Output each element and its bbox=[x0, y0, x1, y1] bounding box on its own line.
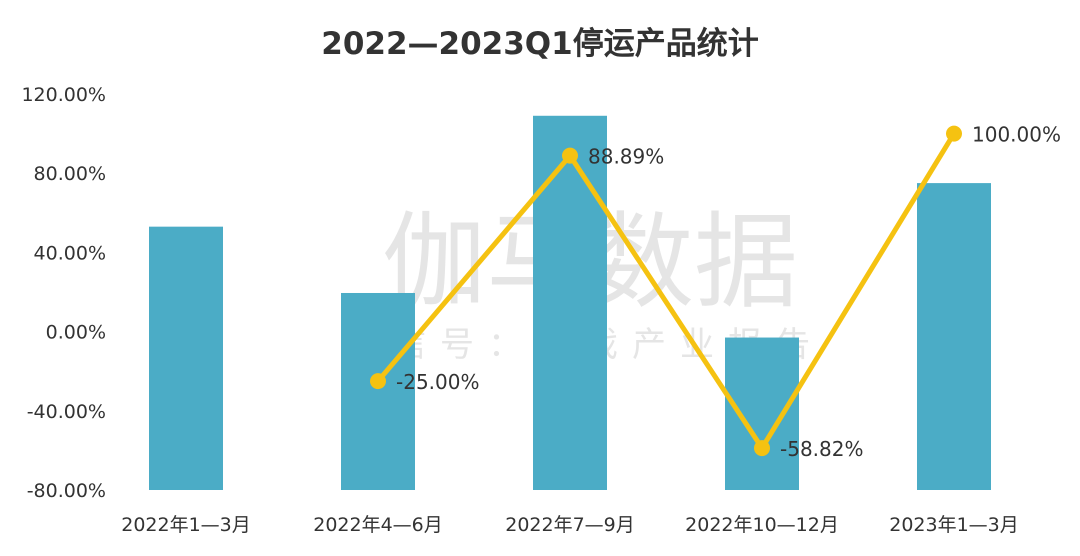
y-tick-label: 0.00% bbox=[46, 322, 106, 344]
data-label: 88.89% bbox=[588, 145, 664, 169]
bar bbox=[149, 226, 223, 490]
y-tick-label: 40.00% bbox=[34, 242, 106, 264]
y-tick-label: 80.00% bbox=[34, 163, 106, 185]
x-category-label: 2023年1—3月 bbox=[889, 514, 1019, 536]
series-line bbox=[376, 132, 957, 451]
y-axis: 120.00% 80.00% 40.00% 0.00% -40.00% -80.00% bbox=[21, 84, 106, 502]
x-category-label: 2022年7—9月 bbox=[505, 514, 635, 536]
x-category-label: 2022年4—6月 bbox=[313, 514, 443, 536]
x-category-label: 2022年10—12月 bbox=[685, 514, 839, 536]
y-tick-label: -40.00% bbox=[27, 401, 106, 423]
bar bbox=[725, 337, 799, 490]
bar bbox=[341, 292, 415, 490]
line-point bbox=[754, 440, 770, 457]
line-series: -25.00% 88.89% -58.82% 100.00% bbox=[370, 123, 1061, 461]
line-point bbox=[370, 373, 386, 390]
x-axis: 2022年1—3月 2022年4—6月 2022年7—9月 2022年10—12月 20… bbox=[121, 514, 1019, 536]
y-tick-label: -80.00% bbox=[27, 480, 106, 502]
chart-title: 2022—2023Q1停运产品统计 bbox=[321, 26, 759, 62]
line-point bbox=[562, 147, 578, 164]
bar-series bbox=[149, 115, 991, 490]
data-label: 100.00% bbox=[972, 123, 1061, 147]
line-point bbox=[946, 125, 962, 142]
bar bbox=[533, 115, 607, 490]
x-category-label: 2022年1—3月 bbox=[121, 514, 251, 536]
y-tick-label: 120.00% bbox=[21, 84, 106, 106]
data-label: -25.00% bbox=[396, 370, 479, 394]
bar bbox=[917, 183, 991, 490]
data-label: -58.82% bbox=[780, 437, 863, 461]
